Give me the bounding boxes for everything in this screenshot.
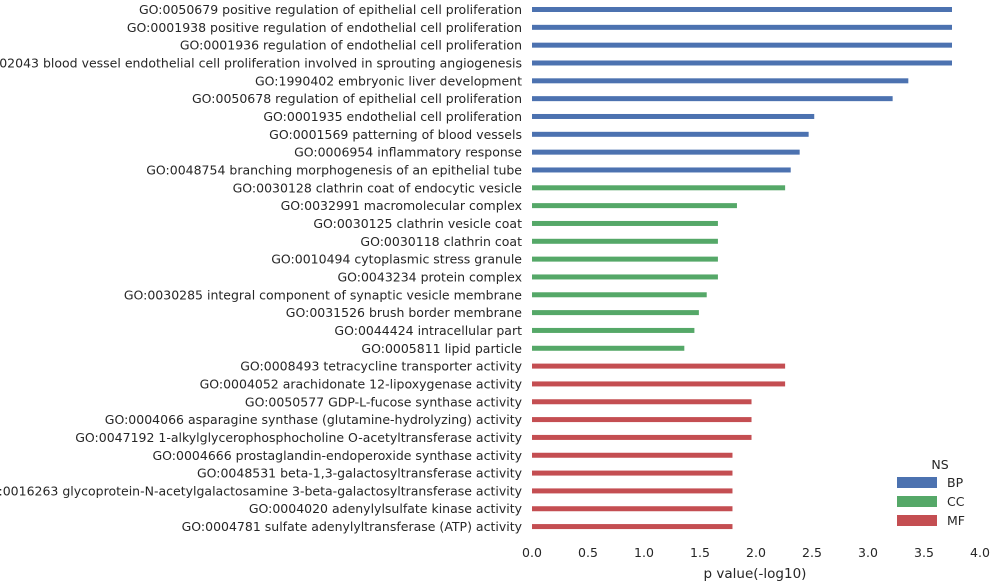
category-label: GO:0010494 cytoplasmic stress granule	[271, 252, 522, 267]
bar-cc	[532, 185, 786, 191]
bar-mf	[532, 399, 752, 405]
bar-cc	[532, 345, 685, 351]
category-label: GO:0047192 1-alkylglycerophosphocholine …	[75, 430, 522, 445]
category-label: GO:0005811 lipid particle	[361, 341, 522, 356]
category-label: GO:0048531 beta-1,3-galactosyltransferas…	[197, 466, 523, 481]
bar-bp	[532, 149, 800, 155]
category-label: GO:0002043 blood vessel endothelial cell…	[0, 55, 522, 70]
legend-label-cc: CC	[947, 494, 965, 509]
category-label: GO:0004666 prostaglandin-endoperoxide sy…	[153, 448, 523, 463]
category-label: GO:0030125 clathrin vesicle coat	[313, 216, 522, 231]
category-label: GO:1990402 embryonic liver development	[255, 73, 522, 88]
category-label: GO:0001569 patterning of blood vessels	[269, 127, 522, 142]
x-tick-label: 3.5	[914, 545, 934, 560]
bar-bp	[532, 167, 791, 173]
bars-group	[532, 7, 952, 530]
category-label: GO:0001938 positive regulation of endoth…	[127, 20, 522, 35]
x-tick-label: 3.0	[858, 545, 878, 560]
bar-cc	[532, 310, 699, 316]
bar-mf	[532, 452, 733, 458]
bar-bp	[532, 42, 952, 48]
category-label: GO:0001936 regulation of endothelial cel…	[180, 38, 522, 53]
x-tick-label: 1.0	[634, 545, 654, 560]
category-label: GO:0044424 intracellular part	[334, 323, 522, 338]
x-tick-label: 4.0	[970, 545, 990, 560]
x-tick-label: 1.5	[690, 545, 710, 560]
bar-cc	[532, 220, 718, 226]
bar-mf	[532, 488, 733, 494]
category-label: GO:0001935 endothelial cell proliferatio…	[263, 109, 522, 124]
bar-mf	[532, 434, 752, 440]
legend-label-bp: BP	[947, 475, 964, 490]
category-label: GO:0006954 inflammatory response	[294, 145, 522, 160]
bar-mf	[532, 524, 733, 530]
bar-mf	[532, 470, 733, 476]
bar-cc	[532, 274, 718, 280]
category-label: GO:0030285 integral component of synapti…	[124, 287, 522, 302]
bar-bp	[532, 60, 952, 66]
legend: NS BP CC MF	[897, 457, 965, 528]
category-label: GO:0004020 adenylylsulfate kinase activi…	[249, 501, 523, 516]
bar-mf	[532, 417, 752, 423]
x-axis-label: p value(-log10)	[704, 566, 807, 582]
legend-swatch-cc	[897, 496, 937, 507]
bar-cc	[532, 203, 737, 209]
bar-bp	[532, 7, 952, 12]
category-labels-group: GO:0050679 positive regulation of epithe…	[0, 2, 523, 534]
bar-bp	[532, 113, 815, 119]
category-label: GO:0004052 arachidonate 12-lipoxygenase …	[200, 376, 523, 391]
bar-bp	[532, 96, 893, 102]
legend-swatch-bp	[897, 477, 937, 488]
category-label: GO:0050678 regulation of epithelial cell…	[192, 91, 522, 106]
bar-bp	[532, 78, 909, 84]
x-tick-label: 0.0	[522, 545, 542, 560]
category-label: GO:0032991 macromolecular complex	[281, 198, 522, 213]
bar-mf	[532, 363, 786, 369]
legend-title: NS	[931, 457, 948, 472]
bar-bp	[532, 131, 809, 137]
category-label: GO:0048754 branching morphogenesis of an…	[146, 162, 522, 177]
legend-label-mf: MF	[947, 513, 965, 528]
category-label: GO:0008493 tetracycline transporter acti…	[240, 359, 522, 374]
x-tick-labels-group: 0.0 0.5 1.0 1.5 2.0 2.5 3.0 3.5 4.0	[522, 545, 990, 560]
legend-entries-group: BP CC MF	[897, 475, 965, 528]
bar-bp	[532, 24, 952, 30]
bar-cc	[532, 327, 695, 333]
category-label: GO:0004066 asparagine synthase (glutamin…	[105, 412, 523, 427]
legend-swatch-mf	[897, 515, 937, 526]
category-label: GO:0016263 glycoprotein-N-acetylgalactos…	[0, 483, 523, 498]
x-tick-label: 0.5	[578, 545, 598, 560]
category-label: GO:0030118 clathrin coat	[360, 234, 522, 249]
category-label: GO:0050577 GDP-L-fucose synthase activit…	[245, 394, 523, 409]
bar-mf	[532, 506, 733, 512]
bar-cc	[532, 292, 707, 298]
x-tick-label: 2.0	[746, 545, 766, 560]
bar-mf	[532, 381, 786, 387]
bar-cc	[532, 238, 718, 244]
category-label: GO:0030128 clathrin coat of endocytic ve…	[233, 180, 523, 195]
category-label: GO:0043234 protein complex	[337, 269, 522, 284]
category-label: GO:0004781 sulfate adenylyltransferase (…	[182, 519, 523, 534]
x-tick-label: 2.5	[802, 545, 822, 560]
category-label: GO:0031526 brush border membrane	[286, 305, 523, 320]
bar-cc	[532, 256, 718, 262]
category-label: GO:0050679 positive regulation of epithe…	[139, 2, 522, 17]
